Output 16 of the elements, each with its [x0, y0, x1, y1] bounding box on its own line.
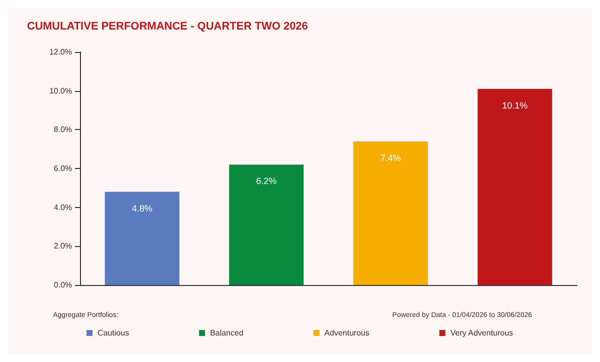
y-tick-label: 4.0%	[54, 202, 72, 212]
chart-title: CUMULATIVE PERFORMANCE - QUARTER TWO 2026	[27, 20, 308, 32]
y-tick-label: 12.0%	[49, 48, 72, 56]
text: 6.2%	[256, 176, 277, 186]
y-tick-label: 8.0%	[54, 125, 72, 134]
y-tick-label: 0.0%	[54, 280, 72, 290]
text: 4.8%	[132, 203, 152, 214]
y-tick-label: 2.0%	[54, 242, 72, 251]
y-tick-label: 6.0%	[54, 164, 72, 173]
legend-label: Very Adventurous	[450, 328, 514, 338]
text: 7.4%	[380, 152, 401, 163]
legend-label: Cautious	[98, 328, 130, 338]
y-tick-label: 10.0%	[49, 86, 72, 96]
legend-label: Adventurous	[324, 328, 370, 338]
legend-label: Balanced	[210, 328, 244, 338]
text: 10.1%	[502, 100, 528, 110]
